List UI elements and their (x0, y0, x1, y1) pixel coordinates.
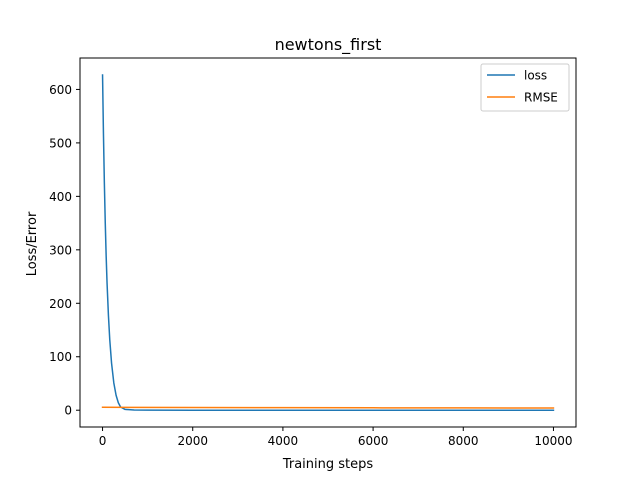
series-layer (101, 74, 555, 411)
y-axis-label: Loss/Error (25, 211, 40, 276)
y-tick-label: 400 (49, 190, 72, 204)
legend: loss RMSE (480, 63, 570, 112)
x-tick-label: 2000 (177, 434, 208, 448)
y-axis-ticks: 0 100 200 300 400 500 600 (49, 83, 80, 418)
x-axis-label: Training steps (282, 457, 374, 472)
y-tick-label: 600 (49, 83, 72, 97)
y-tick-label: 300 (49, 243, 72, 257)
x-tick-label: 8000 (448, 434, 479, 448)
chart-title: newtons_first (275, 35, 382, 55)
y-tick-label: 0 (64, 404, 72, 418)
legend-label-rmse: RMSE (524, 91, 558, 105)
plot-area (79, 57, 577, 428)
x-tick-label: 6000 (358, 434, 389, 448)
legend-label-loss: loss (524, 69, 547, 83)
y-tick-label: 500 (49, 136, 72, 150)
y-tick-label: 200 (49, 297, 72, 311)
plot-frame (79, 57, 577, 428)
y-tick-label: 100 (49, 350, 72, 364)
series-line-loss (101, 74, 555, 411)
series-line-rmse (101, 406, 555, 409)
x-axis-ticks: 0 2000 4000 6000 8000 10000 (99, 427, 573, 448)
x-tick-label: 10000 (534, 434, 572, 448)
x-tick-label: 4000 (268, 434, 299, 448)
x-tick-label: 0 (99, 434, 107, 448)
